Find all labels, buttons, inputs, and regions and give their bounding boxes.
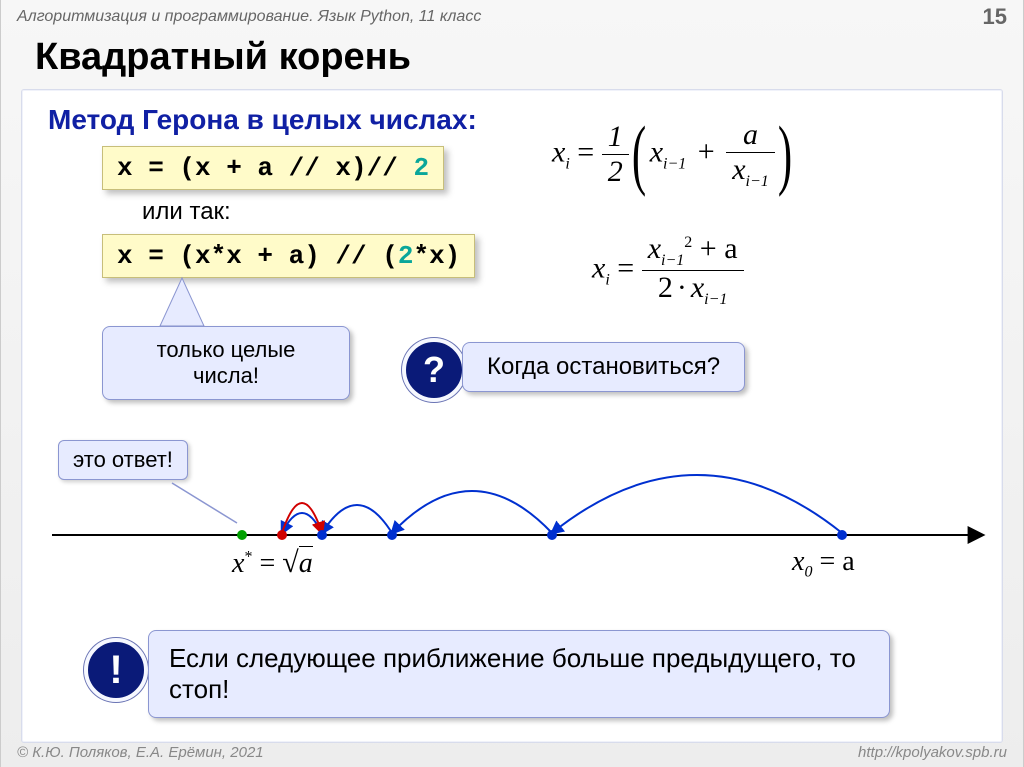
slide: Алгоритмизация и программирование. Язык … [0, 0, 1024, 767]
axis-label-xstar: x* = √a [232, 546, 313, 580]
stop-rule-box: Если следующее приближение больше предыд… [148, 630, 890, 718]
page-title: Квадратный корень [35, 36, 999, 79]
footer-url: http://kpolyakov.spb.ru [858, 744, 1007, 761]
axis-label-x0: x0 = a [792, 546, 855, 582]
footer: © К.Ю. Поляков, Е.А. Ерёмин, 2021 http:/… [1, 737, 1023, 767]
page-number: 15 [983, 4, 1007, 30]
number-line-diagram [22, 90, 1002, 610]
top-bar: Алгоритмизация и программирование. Язык … [1, 0, 1023, 30]
breadcrumb: Алгоритмизация и программирование. Язык … [17, 8, 481, 26]
content-area: Метод Герона в целых числах: x = (x + a … [21, 89, 1003, 743]
copyright: © К.Ю. Поляков, Е.А. Ерёмин, 2021 [17, 744, 264, 761]
exclamation-badge-icon: ! [84, 638, 148, 702]
